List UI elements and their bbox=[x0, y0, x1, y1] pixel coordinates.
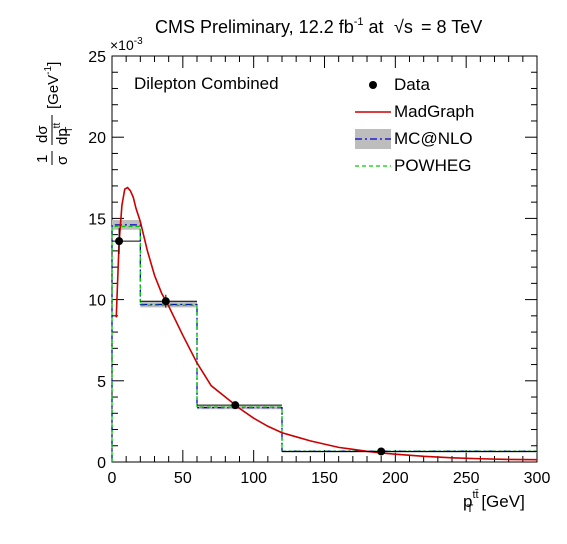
x-tick-label: 250 bbox=[453, 470, 480, 487]
x-tick-label: 0 bbox=[108, 470, 117, 487]
y-label-dsigma: dσ bbox=[34, 125, 51, 143]
y-label-dp: dptt̄T bbox=[51, 122, 75, 145]
y-tick-label: 25 bbox=[88, 49, 106, 66]
histograms bbox=[111, 224, 537, 462]
axis-ticks: 0 50 100 150 200 250 300 0 5 10 15 20 25 bbox=[88, 49, 550, 487]
data-point bbox=[231, 401, 240, 410]
energy-label: = 8 TeV bbox=[421, 17, 482, 37]
data-points bbox=[112, 228, 537, 456]
legend-label: Data bbox=[394, 75, 430, 94]
y-tick-label: 15 bbox=[88, 211, 106, 228]
legend: Data MadGraph MC@NLO POWHEG bbox=[355, 75, 474, 175]
mcatnlo-uncertainty-band bbox=[112, 220, 537, 453]
x-tick-label: 50 bbox=[174, 470, 192, 487]
data-point bbox=[161, 297, 170, 306]
y-label-unit: [GeV-1] bbox=[43, 62, 62, 109]
data-point bbox=[115, 237, 124, 246]
y-axis-label: 1 σ dσ dptt̄T [GeV-1] bbox=[34, 62, 75, 165]
x-tick-label: 100 bbox=[240, 470, 267, 487]
legend-label: MC@NLO bbox=[394, 129, 473, 148]
chart-title: CMS Preliminary, 12.2 fb-1 at bbox=[155, 16, 384, 37]
powheg-histogram bbox=[111, 225, 537, 462]
y-label-one: 1 bbox=[34, 155, 51, 163]
exponent-label: ×10-3 bbox=[110, 36, 143, 53]
legend-label: POWHEG bbox=[394, 156, 471, 175]
legend-marker-data bbox=[369, 81, 377, 89]
channel-label: Dilepton Combined bbox=[134, 74, 279, 93]
sqrt-s-label: √s bbox=[394, 17, 413, 37]
y-tick-label: 0 bbox=[97, 455, 106, 472]
x-tick-label: 150 bbox=[311, 470, 338, 487]
x-tick-label: 300 bbox=[524, 470, 551, 487]
y-label-sigma: σ bbox=[54, 155, 71, 165]
legend-label: MadGraph bbox=[394, 102, 474, 121]
data-point bbox=[377, 447, 386, 456]
madgraph-curve bbox=[115, 186, 538, 461]
x-tick-label: 200 bbox=[382, 470, 409, 487]
y-tick-label: 10 bbox=[88, 293, 106, 310]
mcatnlo-histogram bbox=[111, 224, 537, 462]
y-tick-label: 20 bbox=[88, 130, 106, 147]
madgraph-curve-layer bbox=[115, 186, 538, 461]
x-axis-label: ptt̄ T [GeV] bbox=[463, 489, 525, 515]
y-tick-label: 5 bbox=[97, 374, 106, 391]
